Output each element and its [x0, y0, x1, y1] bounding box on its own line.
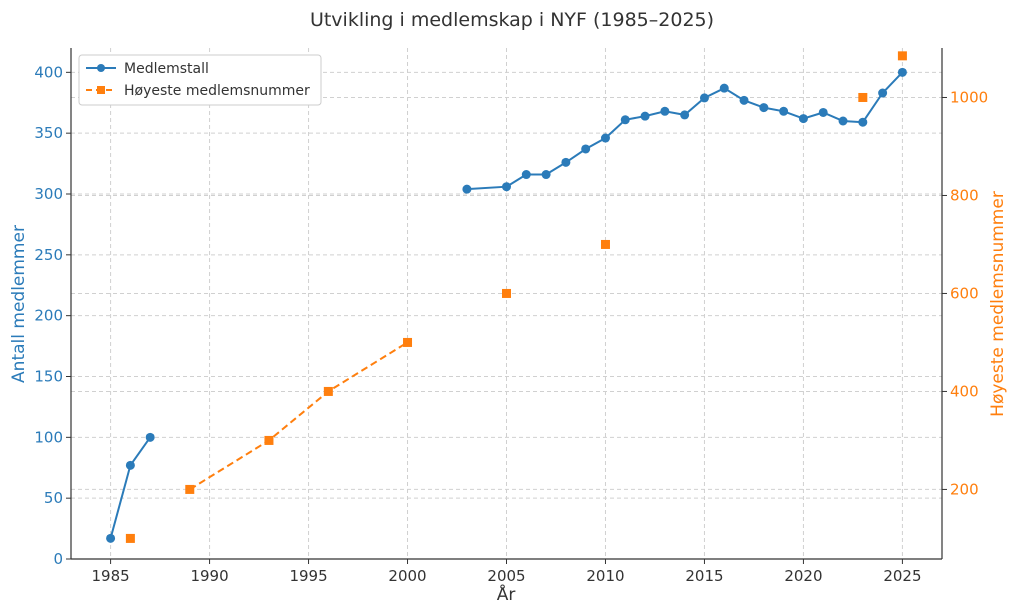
series-line-medlemstall [109, 436, 152, 539]
right-y-tick-label: 200 [950, 480, 979, 498]
left-y-ticks: 0 50 100 150 200 250 300 350 400 [34, 63, 71, 568]
legend-marker-medlemstall [97, 64, 105, 72]
data-point-medlemstall [640, 111, 650, 121]
data-point-medlemstall [878, 88, 888, 98]
data-point-medlemstall [660, 106, 670, 116]
data-point-medlemstall [699, 93, 709, 103]
data-point-hoyeste-medlemsnummer [125, 533, 135, 543]
data-point-medlemstall [779, 106, 789, 116]
data-point-medlemstall [719, 83, 729, 93]
left-y-axis-label: Antall medlemmer [9, 225, 29, 383]
data-point-medlemstall [739, 95, 749, 105]
series-layer [106, 51, 907, 543]
left-y-tick-label: 400 [34, 63, 63, 81]
left-y-tick-label: 250 [34, 246, 63, 264]
x-tick-label: 2010 [586, 567, 624, 585]
legend-label-medlemstall: Medlemstall [124, 61, 209, 77]
data-point-hoyeste-medlemsnummer [264, 435, 274, 445]
data-point-medlemstall [680, 110, 690, 120]
x-axis-label: År [497, 583, 516, 605]
series-line-medlemstall [466, 71, 904, 191]
x-tick-label: 1995 [289, 567, 327, 585]
left-y-tick-label: 0 [53, 550, 63, 568]
left-y-tick-label: 50 [44, 489, 63, 507]
data-point-hoyeste-medlemsnummer [323, 386, 333, 396]
series-medlemstall [106, 67, 907, 543]
left-y-tick-label: 100 [34, 428, 63, 446]
data-point-medlemstall [541, 170, 551, 180]
x-ticks: 1985 1990 1995 2000 2005 2010 2015 2020 2025 [91, 559, 922, 585]
x-tick-label: 2025 [883, 567, 921, 585]
data-point-medlemstall [759, 103, 769, 113]
chart-title: Utvikling i medlemskap i NYF (1985–2025) [310, 9, 714, 31]
data-point-hoyeste-medlemsnummer [897, 51, 907, 61]
right-y-tick-label: 800 [950, 186, 979, 204]
legend-box [78, 54, 322, 106]
data-point-medlemstall [521, 170, 531, 180]
x-tick-label: 2005 [487, 567, 525, 585]
left-y-tick-label: 350 [34, 124, 63, 142]
data-point-medlemstall [145, 432, 155, 442]
legend: Medlemstall Høyeste medlemsnummer [78, 54, 322, 106]
data-point-hoyeste-medlemsnummer [858, 92, 868, 102]
x-tick-label: 1985 [91, 567, 129, 585]
data-point-medlemstall [897, 67, 907, 77]
data-point-medlemstall [818, 107, 828, 117]
data-point-hoyeste-medlemsnummer [185, 484, 195, 494]
right-y-tick-label: 400 [950, 382, 979, 400]
data-point-medlemstall [561, 157, 571, 167]
series-hoyeste-medlemsnummer [125, 51, 907, 543]
legend-marker-hoyeste-medlemsnummer [97, 86, 105, 94]
legend-label-hoyeste-medlemsnummer: Høyeste medlemsnummer [124, 83, 310, 99]
data-point-medlemstall [620, 115, 630, 125]
left-y-tick-label: 150 [34, 368, 63, 386]
data-point-medlemstall [125, 460, 135, 470]
data-point-medlemstall [106, 533, 116, 543]
data-point-hoyeste-medlemsnummer [403, 337, 413, 347]
data-point-medlemstall [600, 133, 610, 143]
data-point-hoyeste-medlemsnummer [600, 239, 610, 249]
right-y-axis-label: Høyeste medlemsnummer [988, 191, 1008, 417]
right-y-tick-label: 1000 [950, 88, 988, 106]
x-tick-label: 2015 [685, 567, 723, 585]
data-point-medlemstall [798, 114, 808, 124]
left-y-tick-label: 300 [34, 185, 63, 203]
series-line-hoyeste-medlemsnummer [189, 341, 409, 491]
data-point-medlemstall [581, 144, 591, 154]
right-y-tick-label: 600 [950, 284, 979, 302]
right-y-ticks: 200 400 600 800 1000 [942, 88, 988, 498]
data-point-medlemstall [502, 182, 511, 192]
x-tick-label: 1990 [190, 567, 228, 585]
x-tick-label: 2000 [388, 567, 426, 585]
data-point-medlemstall [858, 117, 868, 127]
left-y-tick-label: 200 [34, 307, 63, 325]
x-tick-label: 2020 [784, 567, 822, 585]
data-point-hoyeste-medlemsnummer [502, 288, 511, 298]
data-point-medlemstall [462, 184, 472, 194]
data-point-medlemstall [838, 116, 848, 126]
